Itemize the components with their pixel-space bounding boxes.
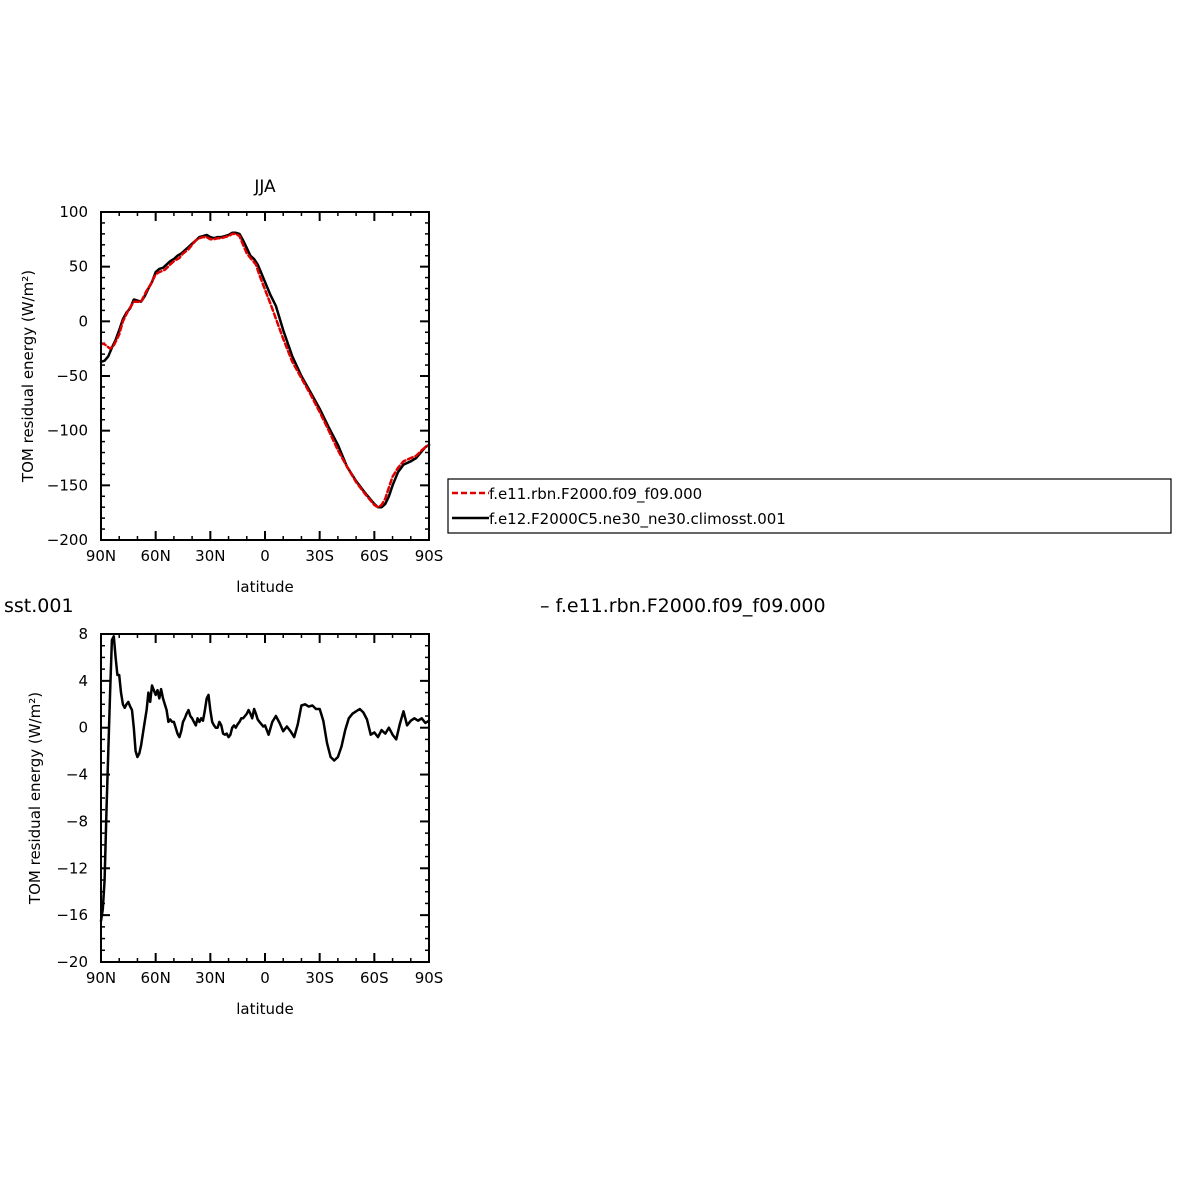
bottom-series-line-black bbox=[99, 635, 431, 923]
bottom-panel: sst.001 – f.e11.rbn.F2000.f09_f09.000 la… bbox=[4, 595, 826, 1018]
bottom-x-tick-label: 90N bbox=[86, 969, 116, 987]
top-series-line-red-dashed bbox=[99, 232, 431, 509]
bottom-y-tick-label: 4 bbox=[78, 672, 88, 690]
bottom-x-tick-label: 60S bbox=[360, 969, 389, 987]
top-y-tick-label: 100 bbox=[59, 203, 88, 221]
bottom-panel-xlabel: latitude bbox=[236, 1000, 294, 1018]
bottom-panel-series bbox=[99, 635, 431, 923]
bottom-y-tick-label: −16 bbox=[56, 906, 88, 924]
bottom-panel-frame bbox=[100, 633, 430, 963]
bottom-x-tick-label: 30N bbox=[195, 969, 225, 987]
bottom-y-tick-label: 8 bbox=[78, 625, 88, 643]
bottom-panel-ticks: 90N 60N 30N 0 30S 60S 90S 8 4 0 −4 −8 −12 −16 −20 bbox=[56, 625, 443, 987]
top-x-tick-label: 30S bbox=[305, 547, 334, 565]
top-x-tick-label: 0 bbox=[260, 547, 270, 565]
bottom-y-tick-label: −20 bbox=[56, 953, 88, 971]
legend-box bbox=[447, 478, 1172, 534]
top-y-tick-label: −100 bbox=[47, 422, 88, 440]
top-y-tick-label: 0 bbox=[78, 312, 88, 330]
bottom-y-tick-label: −12 bbox=[56, 859, 88, 877]
bottom-x-tick-label: 30S bbox=[305, 969, 334, 987]
legend-entry-2: f.e12.F2000C5.ne30_ne30.climosst.001 bbox=[489, 510, 786, 529]
bottom-y-tick-label: 0 bbox=[78, 719, 88, 737]
top-panel-series bbox=[99, 231, 431, 509]
bottom-y-tick-label: −4 bbox=[66, 766, 88, 784]
top-x-tick-label: 60S bbox=[360, 547, 389, 565]
bottom-panel-right-caption: – f.e11.rbn.F2000.f09_f09.000 bbox=[540, 595, 826, 617]
top-y-tick-label: −50 bbox=[56, 367, 88, 385]
top-x-tick-label: 90S bbox=[415, 547, 444, 565]
top-x-tick-label: 90N bbox=[86, 547, 116, 565]
bottom-x-tick-label: 60N bbox=[141, 969, 171, 987]
top-series-line-black bbox=[99, 231, 431, 509]
top-panel-legend: f.e11.rbn.F2000.f09_f09.000 f.e12.F2000C… bbox=[447, 478, 1172, 534]
bottom-panel-ylabel: TOM residual energy (W/m²) bbox=[26, 692, 44, 905]
top-x-tick-label: 60N bbox=[141, 547, 171, 565]
bottom-y-tick-label: −8 bbox=[66, 812, 88, 830]
top-y-tick-label: −200 bbox=[47, 531, 88, 549]
top-panel-ticks: 90N 60N 30N 0 30S 60S 90S 100 50 0 −50 −100 −150 −200 bbox=[47, 203, 444, 565]
top-panel-title: JJA bbox=[253, 177, 276, 197]
top-x-tick-label: 30N bbox=[195, 547, 225, 565]
top-panel-frame bbox=[100, 211, 430, 541]
top-panel-ylabel: TOM residual energy (W/m²) bbox=[19, 270, 37, 483]
top-panel-xlabel: latitude bbox=[236, 578, 294, 596]
top-y-tick-label: −150 bbox=[47, 476, 88, 494]
bottom-x-tick-label: 90S bbox=[415, 969, 444, 987]
bottom-panel-left-caption: sst.001 bbox=[4, 595, 74, 617]
top-y-tick-label: 50 bbox=[69, 258, 88, 276]
bottom-x-tick-label: 0 bbox=[260, 969, 270, 987]
top-panel: JJA latitude TOM residual energy (W/m²) … bbox=[19, 177, 443, 596]
legend-entry-1: f.e11.rbn.F2000.f09_f09.000 bbox=[489, 485, 702, 504]
